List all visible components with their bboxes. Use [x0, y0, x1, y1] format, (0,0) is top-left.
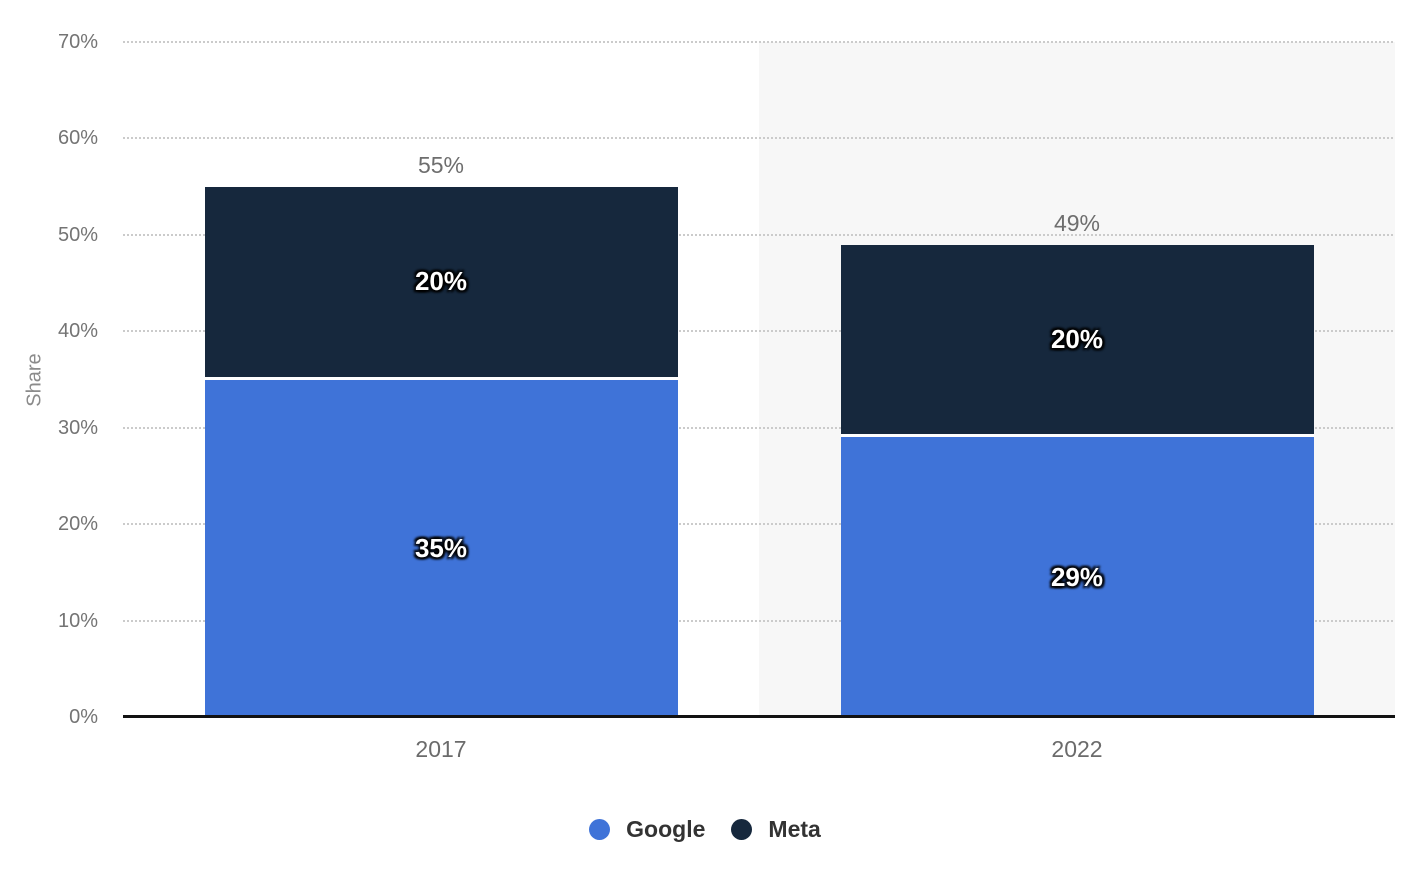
legend-item-google: Google	[589, 816, 705, 843]
y-tick-label: 70%	[57, 31, 98, 53]
y-tick-label: 10%	[57, 609, 98, 632]
total-label-2017: 55%	[417, 151, 465, 178]
bar-2022: 20% 29%	[840, 244, 1314, 718]
bar-segment-meta-2022: 20%	[840, 244, 1314, 438]
value-label-google-2017: 35%	[414, 532, 468, 563]
legend-dot-google	[589, 818, 611, 840]
y-tick-label: 20%	[57, 513, 98, 536]
gridline	[123, 41, 1395, 43]
bar-segment-google-2022: 29%	[840, 437, 1314, 717]
y-axis-tick-labels: 0% 10% 20% 30% 40% 50% 60% 70%	[0, 31, 98, 728]
legend-label-meta: Meta	[768, 815, 821, 842]
value-label-meta-2022: 20%	[1050, 323, 1104, 354]
y-tick-label: 30%	[57, 416, 98, 439]
plot-area: 20% 35% 55% 20% 29% 49%	[123, 41, 1395, 718]
value-label-google-2022: 29%	[1050, 561, 1104, 592]
x-tick-label-2017: 2017	[415, 736, 467, 762]
gridline	[123, 523, 1395, 526]
x-axis-labels: 2017 2022	[0, 736, 1410, 766]
y-tick-label: 40%	[57, 320, 98, 343]
x-axis-line	[123, 715, 1395, 718]
gridline	[123, 619, 1395, 622]
y-tick-label: 0%	[69, 706, 98, 728]
gridline	[123, 426, 1395, 429]
y-tick-label: 60%	[57, 127, 98, 150]
gridline	[123, 233, 1395, 236]
gridline	[123, 137, 1395, 140]
bar-segment-meta-2017: 20%	[204, 186, 678, 380]
bar-2017: 20% 35%	[204, 186, 678, 717]
x-tick-label-2022: 2022	[1051, 736, 1103, 762]
legend-label-google: Google	[626, 815, 706, 842]
legend-dot-meta	[731, 818, 753, 840]
total-label-2022: 49%	[1053, 209, 1101, 236]
bar-segment-google-2017: 35%	[204, 379, 678, 717]
value-label-meta-2017: 20%	[414, 266, 468, 297]
legend-item-meta: Meta	[731, 815, 821, 843]
y-tick-label: 50%	[57, 223, 98, 246]
legend: Google Meta	[0, 808, 1410, 850]
gridline	[123, 330, 1395, 333]
